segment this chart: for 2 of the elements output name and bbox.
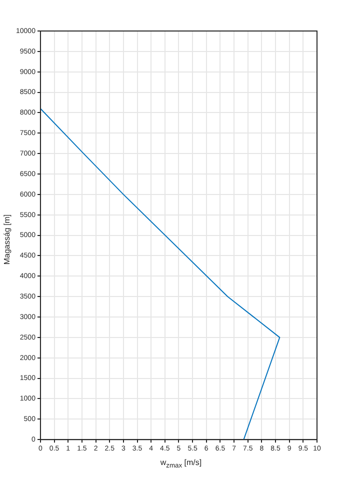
y-axis-title: Magasság [m] <box>2 213 12 267</box>
x-axis-title: w$_{zmax}$ [m/s] <box>159 458 203 470</box>
